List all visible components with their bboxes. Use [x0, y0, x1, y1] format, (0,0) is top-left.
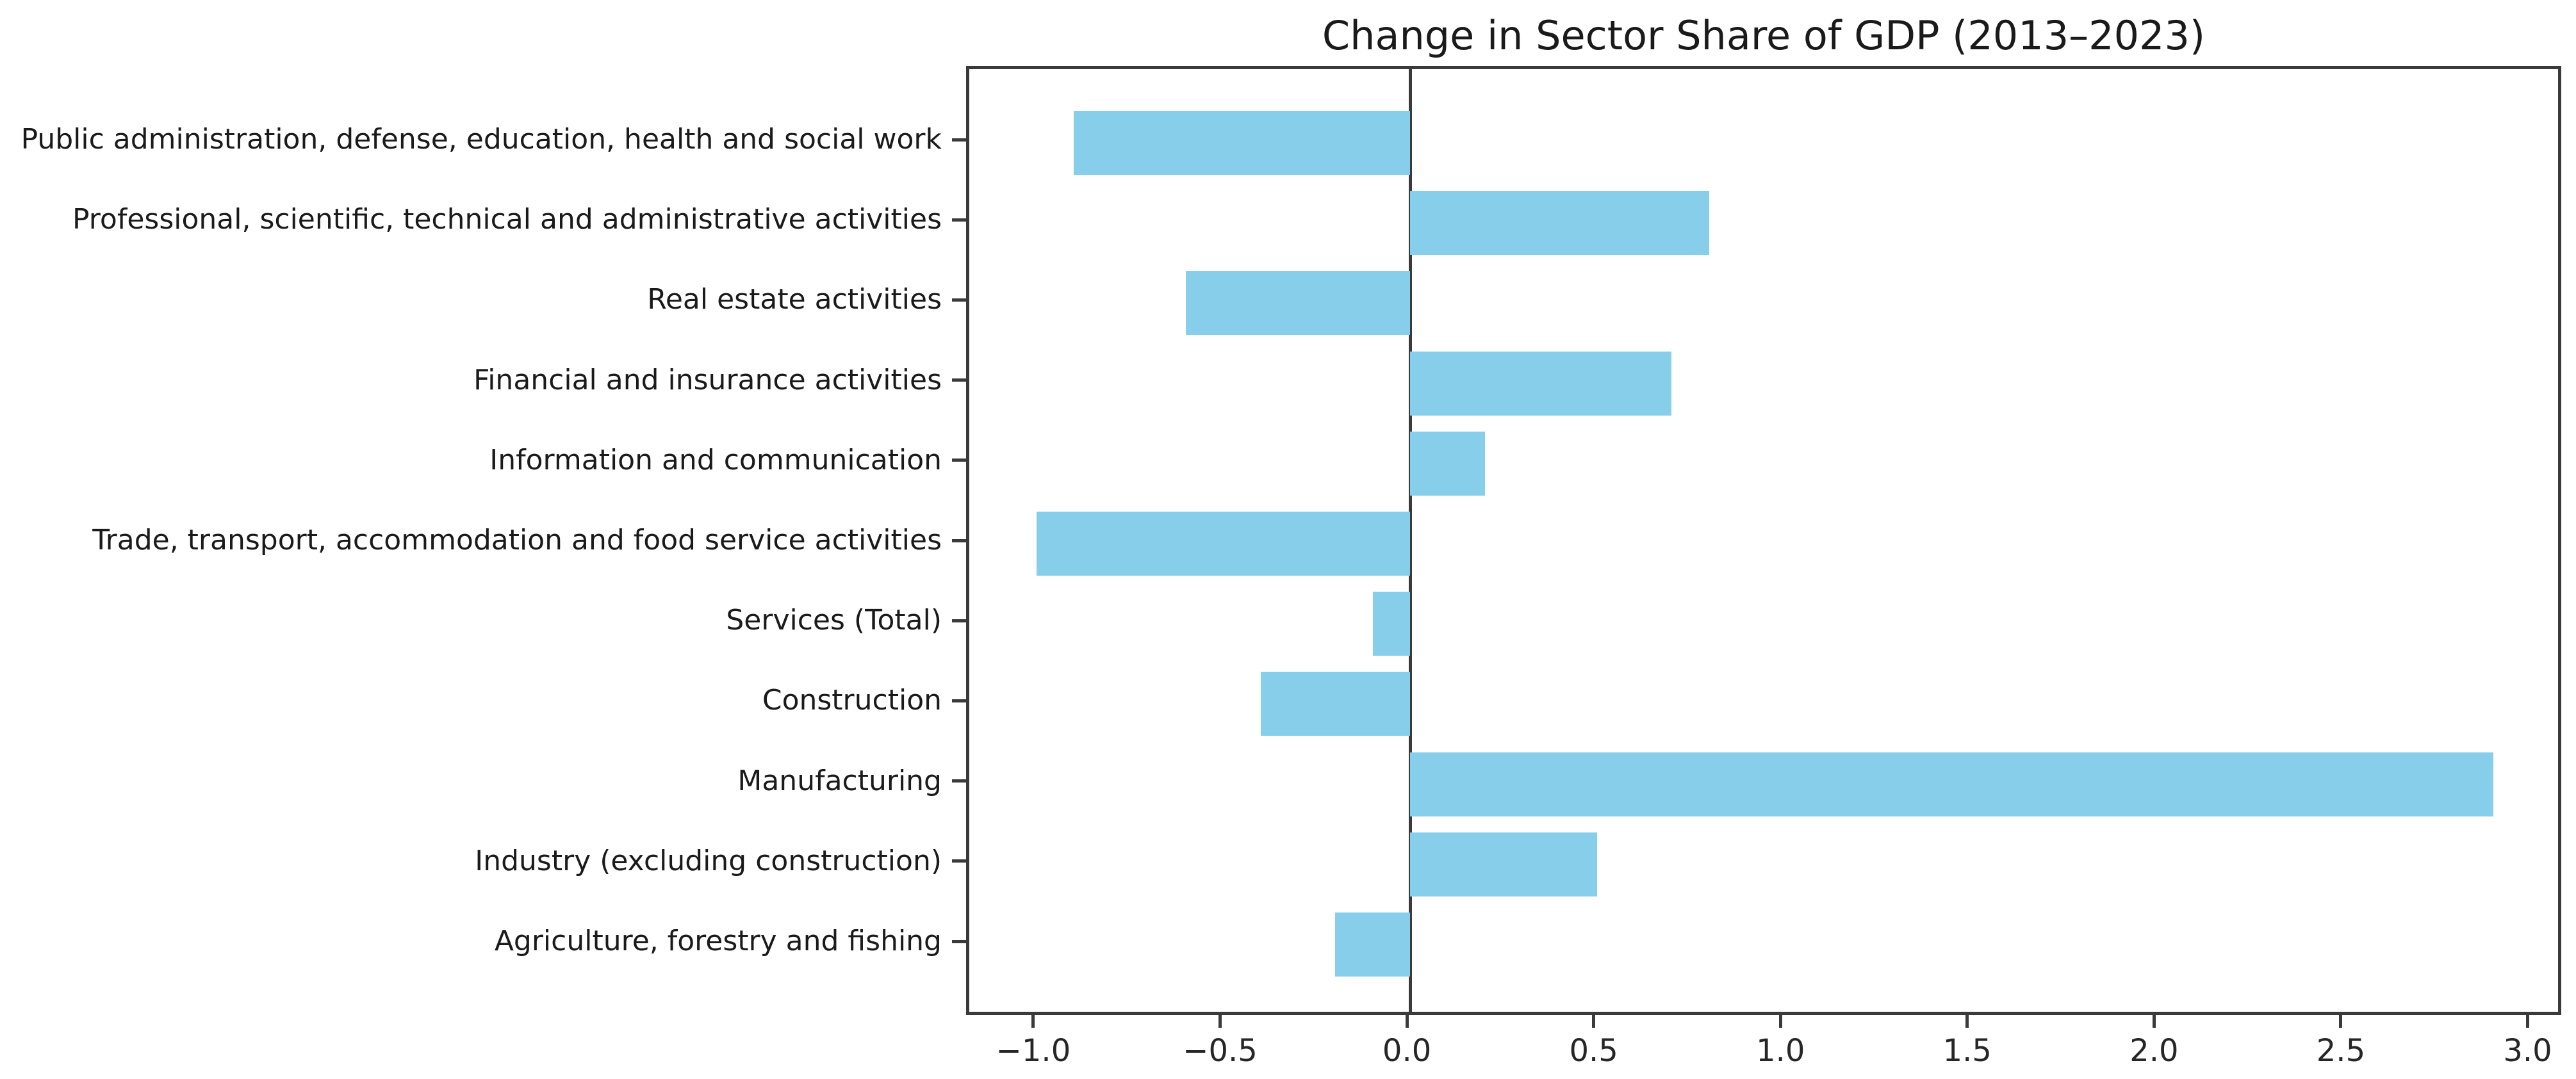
bar	[1036, 512, 1411, 576]
x-tick-label: 2.0	[2129, 1033, 2179, 1069]
bar	[1410, 832, 1597, 896]
x-tick	[1592, 1015, 1596, 1028]
x-tick	[1965, 1015, 1969, 1028]
y-axis-label: Real estate activities	[647, 283, 942, 316]
y-axis-label: Public administration, defense, educatio…	[21, 123, 942, 156]
x-tick	[2339, 1015, 2343, 1028]
y-axis-label: Manufacturing	[737, 764, 942, 797]
bar	[1335, 913, 1411, 977]
y-axis-label: Industry (excluding construction)	[475, 844, 942, 877]
x-tick-label: 2.5	[2316, 1033, 2366, 1069]
bar	[1410, 752, 2494, 816]
zero-line	[1408, 69, 1412, 1012]
x-tick-label: 1.5	[1942, 1033, 1992, 1069]
y-axis-label: Information and communication	[489, 443, 942, 476]
plot-area	[966, 66, 2561, 1015]
y-tick	[952, 138, 966, 142]
x-tick	[2152, 1015, 2156, 1028]
y-tick	[952, 298, 966, 302]
x-tick-label: −1.0	[996, 1033, 1071, 1069]
y-tick	[952, 699, 966, 702]
x-tick-label: 1.0	[1756, 1033, 1805, 1069]
y-tick	[952, 779, 966, 783]
y-tick	[952, 378, 966, 382]
x-tick-label: 0.5	[1569, 1033, 1618, 1069]
y-tick	[952, 859, 966, 863]
y-axis-label: Financial and insurance activities	[473, 363, 942, 396]
x-tick	[2526, 1015, 2530, 1028]
bar	[1372, 592, 1411, 656]
y-tick	[952, 218, 966, 222]
bar	[1410, 431, 1485, 496]
y-axis-label: Agriculture, forestry and fishing	[494, 925, 942, 957]
x-tick-label: 3.0	[2503, 1033, 2552, 1069]
bar	[1186, 271, 1411, 336]
bar	[1260, 672, 1411, 736]
x-tick	[1031, 1015, 1035, 1028]
bar	[1410, 191, 1709, 256]
x-tick	[1778, 1015, 1782, 1028]
y-axis-label: Trade, transport, accommodation and food…	[92, 524, 942, 556]
y-axis-label: Construction	[762, 684, 942, 717]
x-tick	[1405, 1015, 1409, 1028]
bar	[1074, 111, 1411, 175]
y-tick	[952, 539, 966, 542]
y-tick	[952, 619, 966, 622]
x-tick-label: −0.5	[1183, 1033, 1258, 1069]
y-tick	[952, 458, 966, 462]
chart-title: Change in Sector Share of GDP (2013–2023…	[1322, 12, 2206, 59]
y-tick	[952, 939, 966, 943]
x-tick-label: 0.0	[1382, 1033, 1432, 1069]
y-axis-label: Services (Total)	[726, 604, 942, 637]
y-axis-label: Professional, scientific, technical and …	[72, 203, 942, 236]
x-tick	[1218, 1015, 1222, 1028]
bar	[1410, 351, 1672, 416]
